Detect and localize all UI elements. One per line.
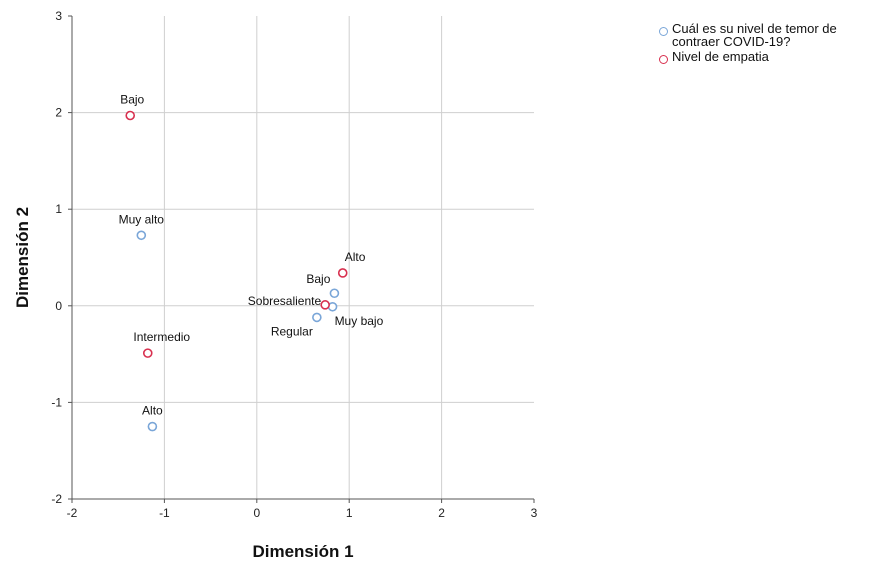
legend: Cuál es su nivel de temor de contraer CO…: [659, 22, 877, 66]
legend-label-empatia: Nivel de empatia: [672, 49, 769, 64]
y-axis-title: Dimensión 2: [13, 207, 32, 308]
x-tick-label: -2: [67, 506, 78, 520]
data-point: [320, 300, 330, 310]
y-tick-label: 0: [55, 299, 62, 313]
legend-label-temor: Cuál es su nivel de temor de contraer CO…: [672, 21, 837, 49]
legend-item-temor: Cuál es su nivel de temor de contraer CO…: [659, 22, 877, 48]
y-tick-label: -1: [51, 395, 62, 409]
y-tick-label: 3: [55, 9, 62, 23]
legend-item-empatia: Nivel de empatia: [659, 50, 877, 64]
x-axis-title: Dimensión 1: [252, 542, 353, 561]
point-label: Bajo: [306, 272, 330, 286]
y-tick-label: -2: [51, 492, 62, 506]
point-label: Sobresaliente: [248, 294, 322, 308]
plot-area: [72, 16, 534, 499]
point-label: Muy bajo: [335, 314, 384, 328]
x-tick-label: 0: [253, 506, 260, 520]
y-tick-label: 1: [55, 202, 62, 216]
x-tick-label: -1: [159, 506, 170, 520]
data-point: [337, 268, 348, 278]
y-tick-label: 2: [55, 106, 62, 120]
data-point: [312, 312, 322, 323]
point-label: Alto: [142, 404, 163, 418]
x-tick-label: 2: [438, 506, 445, 520]
point-label: Bajo: [120, 92, 144, 106]
point-label: Muy alto: [119, 212, 165, 226]
data-point: [147, 421, 158, 432]
point-label: Alto: [345, 250, 366, 264]
point-label: Regular: [271, 324, 313, 338]
data-point: [125, 110, 136, 121]
point-label: Intermedio: [133, 330, 190, 344]
data-point: [142, 348, 153, 358]
legend-marker-empatia: [659, 55, 668, 64]
data-point: [136, 230, 147, 241]
x-tick-label: 1: [346, 506, 353, 520]
x-tick-label: 3: [531, 506, 538, 520]
legend-marker-temor: [659, 27, 668, 36]
data-point: [329, 288, 340, 299]
